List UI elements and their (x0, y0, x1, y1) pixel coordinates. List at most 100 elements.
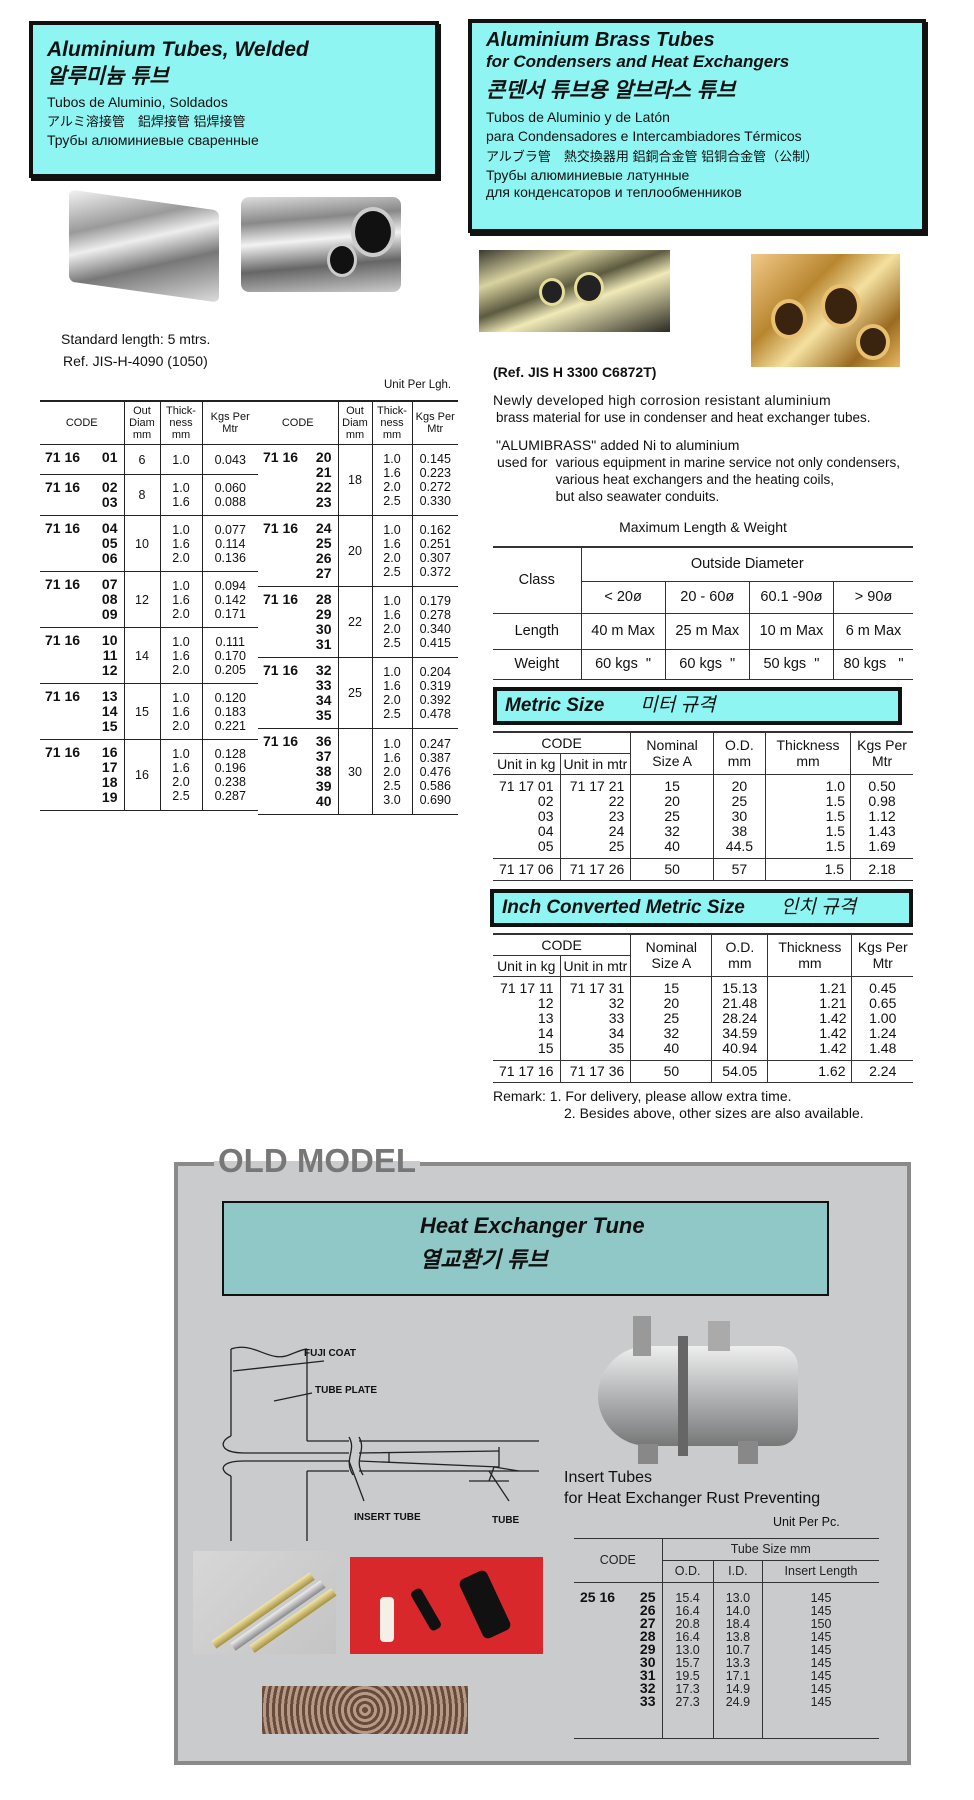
len-value: 145 (810, 1630, 832, 1644)
inch-size-korean: 인치 규격 (780, 896, 857, 918)
code-suffix: 22 (315, 479, 332, 495)
diameter-range: < 20ø (580, 581, 666, 614)
len-cell: 145 145 150 145 145 145 145 145 145 (762, 1582, 879, 1739)
length-value: 6 m Max (833, 613, 913, 650)
code-group: 71 16 10 11 12 (45, 633, 118, 678)
brass-ref: (Ref. JIS H 3300 C6872T) (493, 364, 657, 380)
length-value: 10 m Max (748, 613, 834, 650)
thickness-cell: 1.0 1.6 2.0 2.5 3.0 (371, 728, 412, 815)
od-value: 17.3 (675, 1682, 700, 1696)
id-value: 24.9 (725, 1695, 751, 1709)
od-cell: 15.4 16.4 20.8 16.4 13.0 15.7 19.5 17.3 27.3 (661, 1582, 714, 1739)
aluminium-tubes-photo-2 (241, 197, 401, 292)
code-prefix: 71 16 (45, 479, 81, 495)
id-value: 13.8 (725, 1630, 751, 1644)
thickness: 2.5 (383, 636, 401, 650)
code-prefix: 71 16 (45, 449, 81, 465)
code-suffix: 36 (315, 733, 332, 749)
insert-tubes-table: CODE Tube Size mm O.D. I.D. Insert Length 25 … (574, 1538, 879, 1739)
code-suffix: 15 (101, 718, 118, 734)
out-diameter: 6 (123, 444, 160, 475)
kgs-per-mtr: 0.205 (214, 662, 246, 677)
code-group: 71 16 16 17 18 19 (45, 745, 118, 805)
nom-value: 32 (663, 1024, 680, 1041)
brass-para2-line2: various equipment in marine service not … (555, 455, 901, 470)
od-value: 20.8 (675, 1617, 700, 1631)
code-suffix: 02 (101, 479, 118, 495)
code-suffix: 32 (315, 662, 332, 678)
out-diameter: 8 (123, 474, 160, 516)
brass-title-box: Aluminium Brass Tubes for Condensers and… (468, 19, 926, 233)
code-prefix: 71 16 (45, 520, 81, 536)
weight-value: 60 kgs " (580, 649, 666, 680)
code-cell: 71 16 20 21 22 23 (258, 444, 338, 516)
kg-cell: 71 17 01 02 03 04 05 (493, 774, 560, 859)
code-prefix: 71 16 (263, 733, 299, 749)
thickness: 1.0 (383, 523, 401, 537)
thickness: 2.0 (172, 550, 190, 565)
code-suffix: 17 (101, 759, 118, 775)
brass-tubes-photo-1 (479, 250, 670, 332)
code-cell: 71 16 13 14 15 (40, 683, 124, 740)
len-value: 150 (810, 1617, 832, 1631)
kgs-per-mtr: 0.238 (214, 775, 246, 789)
metric-size-korean: 미터 규격 (640, 694, 716, 716)
last-row: 71 17 06 71 17 26 50 57 1.5 2.18 (493, 858, 913, 881)
unit-mtr-header: Unit in mtr (559, 955, 631, 977)
code-cell: 25 16 25 26 27 28 29 30 31 32 33 (574, 1583, 662, 1739)
welded-title-box: Aluminium Tubes, Welded 알루미늄 튜브 Tubos de… (29, 21, 439, 178)
od-value: 16.4 (675, 1604, 700, 1618)
thk-value: 1.21 (819, 979, 847, 996)
code-suffix: 29 (639, 1641, 656, 1657)
kgs-per-mtr: 0.287 (214, 789, 246, 803)
brass-spanish-1: Tubos de Aluminio y de Latón (486, 109, 670, 125)
mtr-value: 34 (608, 1024, 625, 1041)
code-cell: 71 16 04 05 06 (40, 515, 124, 572)
max-length-weight-table: Class Outside Diameter < 20ø 20 - 60ø 60.1 -… (493, 546, 913, 680)
thickness-cell: 1.0 (159, 444, 202, 475)
kgs-per-mtr: 0.183 (214, 704, 246, 719)
thickness: 3.0 (383, 792, 401, 807)
od-value: 16.4 (675, 1630, 700, 1644)
brass-para2-line1: "ALUMIBRASS" added Ni to aluminium (496, 437, 740, 453)
kgs-per-mtr: 0.392 (419, 693, 451, 707)
brass-para2-lines: various equipment in marine service not … (556, 454, 900, 505)
thickness: 1.0 (172, 481, 190, 495)
nom-value: 50 (630, 858, 714, 881)
od-value: 19.5 (675, 1669, 700, 1683)
code-suffix: 04 (101, 520, 118, 536)
code-cell: 71 16 36 37 38 39 40 (258, 728, 338, 815)
code-cell: 71 16 10 11 12 (40, 627, 124, 684)
thickness-cell: 1.0 1.6 2.0 2.5 (159, 739, 202, 811)
thickness: 2.0 (172, 662, 190, 677)
table-row: 71 16 10 11 12 14 1.0 1.6 2.0 0.111 0.170 0.205 (40, 627, 258, 684)
standard-length: Standard length: 5 mtrs. (61, 331, 211, 347)
unit-per-pc: Unit Per Pc. (773, 1515, 840, 1529)
id-header: I.D. (712, 1560, 763, 1583)
thickness-cell: 1.0 1.6 2.0 2.5 (371, 586, 412, 658)
length-value: 40 m Max (580, 613, 666, 650)
kgs-per-mtr: 0.278 (419, 608, 451, 622)
code-suffixes: 32 33 34 35 (316, 663, 332, 723)
column-header: Thick-ness mm (371, 400, 412, 445)
kgs-cell: 0.060 0.088 (201, 474, 258, 516)
brass-para1-line2: brass material for use in condenser and … (496, 410, 871, 425)
mtr-value: 71 17 26 (559, 858, 631, 881)
welded-title: Aluminium Tubes, Welded (47, 38, 309, 61)
thk-value: 1.0 (825, 777, 846, 794)
od-value: 27.3 (675, 1695, 700, 1709)
kgs-per-mtr: 0.372 (419, 565, 451, 579)
od-value: 54.05 (711, 1060, 768, 1083)
column-header: Thick-ness mm (159, 400, 202, 445)
thickness: 1.0 (172, 578, 190, 593)
data-rows: 71 17 01 02 03 04 05 71 17 21 22 23 24 25 15 20 25 32… (493, 774, 913, 859)
code-group: 71 16 20 21 22 23 (263, 450, 332, 510)
thickness: 2.5 (383, 778, 401, 793)
kgs-value: 1.00 (869, 1009, 897, 1026)
kgs-cell: 0.145 0.223 0.272 0.330 (411, 444, 458, 516)
code-suffix: 11 (102, 647, 118, 663)
code-suffixes: 10 11 12 (102, 633, 118, 678)
kg-value: 71 17 06 (493, 858, 560, 881)
thickness: 1.0 (172, 747, 190, 761)
kgs-per-mtr: 0.170 (214, 648, 246, 663)
